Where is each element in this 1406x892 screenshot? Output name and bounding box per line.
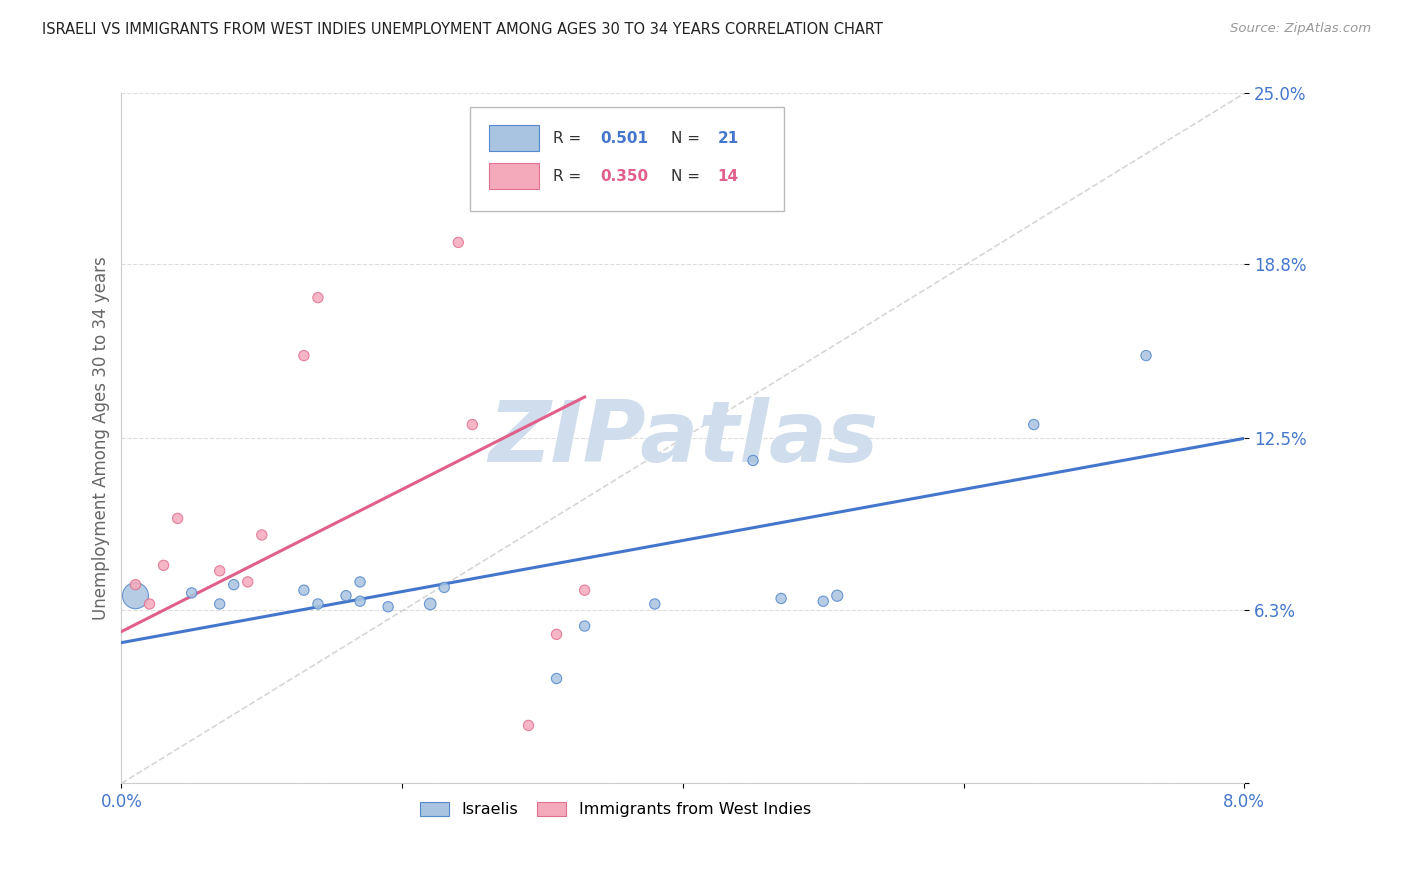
Point <box>166 511 188 525</box>
Point <box>1135 349 1157 363</box>
Point <box>124 589 146 603</box>
Text: 0.501: 0.501 <box>600 131 648 145</box>
Bar <box>489 163 538 189</box>
Point <box>1022 417 1045 432</box>
Point <box>433 581 456 595</box>
Point <box>180 586 202 600</box>
Point <box>447 235 470 250</box>
Point <box>292 583 315 598</box>
Point <box>461 417 484 432</box>
Point <box>208 597 231 611</box>
Point <box>644 597 666 611</box>
Text: R =: R = <box>553 131 586 145</box>
Text: ISRAELI VS IMMIGRANTS FROM WEST INDIES UNEMPLOYMENT AMONG AGES 30 TO 34 YEARS CO: ISRAELI VS IMMIGRANTS FROM WEST INDIES U… <box>42 22 883 37</box>
Point <box>349 574 371 589</box>
Point <box>222 577 245 591</box>
Point <box>307 597 329 611</box>
Point <box>517 718 540 732</box>
FancyBboxPatch shape <box>470 107 785 211</box>
Text: N =: N = <box>671 131 704 145</box>
Point <box>292 349 315 363</box>
Text: 21: 21 <box>717 131 740 145</box>
Point <box>349 594 371 608</box>
Text: ZIPatlas: ZIPatlas <box>488 397 877 480</box>
Text: R =: R = <box>553 169 586 184</box>
Point <box>770 591 793 606</box>
Point <box>419 597 441 611</box>
Text: 0.350: 0.350 <box>600 169 648 184</box>
Text: 14: 14 <box>717 169 738 184</box>
Point <box>813 594 835 608</box>
Point <box>124 577 146 591</box>
Text: N =: N = <box>671 169 704 184</box>
Point <box>208 564 231 578</box>
Text: Source: ZipAtlas.com: Source: ZipAtlas.com <box>1230 22 1371 36</box>
Point <box>335 589 357 603</box>
Point <box>236 574 259 589</box>
Point <box>138 597 160 611</box>
Point <box>152 558 174 573</box>
Point <box>742 453 765 467</box>
Point <box>574 583 596 598</box>
Point <box>377 599 399 614</box>
Point <box>250 528 273 542</box>
Point <box>546 627 568 641</box>
Y-axis label: Unemployment Among Ages 30 to 34 years: Unemployment Among Ages 30 to 34 years <box>93 257 110 620</box>
Point <box>307 291 329 305</box>
Point <box>825 589 848 603</box>
Point <box>574 619 596 633</box>
Legend: Israelis, Immigrants from West Indies: Israelis, Immigrants from West Indies <box>413 796 817 823</box>
Bar <box>489 125 538 152</box>
Point <box>546 672 568 686</box>
